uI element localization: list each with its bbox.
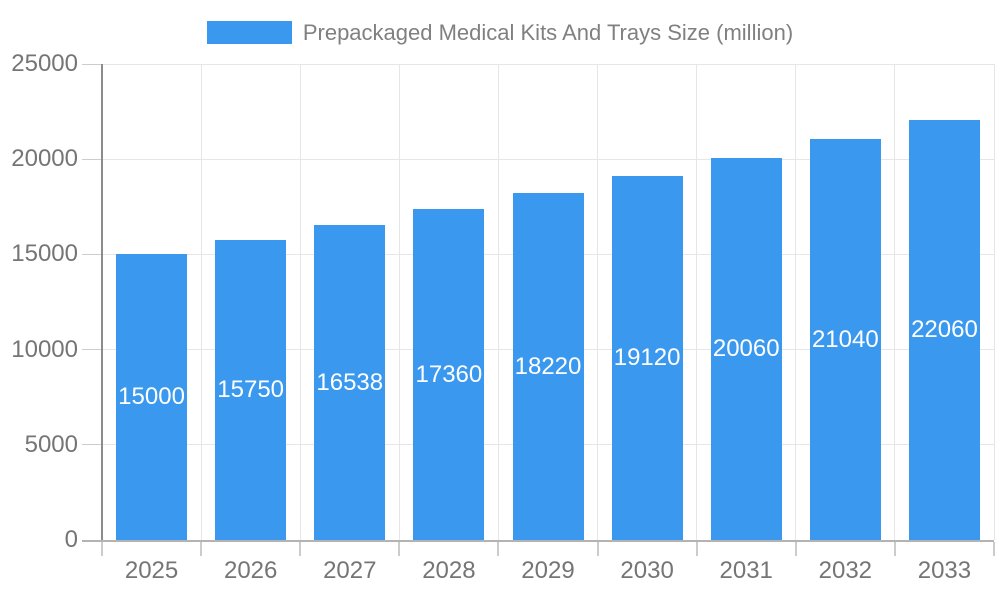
x-axis-category-label: 2029 [521, 557, 575, 584]
horizontal-gridline [102, 63, 994, 65]
vertical-gridline [696, 64, 698, 540]
horizontal-gridline [102, 158, 994, 160]
y-axis-tick-label: 20000 [11, 145, 78, 173]
y-axis-tick [82, 63, 102, 65]
vertical-gridline [795, 64, 797, 540]
bar[interactable] [512, 193, 584, 540]
y-axis-tick [82, 253, 102, 255]
vertical-gridline [894, 64, 896, 540]
x-axis-line [82, 540, 994, 542]
bar-value-label: 20060 [712, 335, 780, 363]
x-axis-category-label: 2030 [620, 557, 674, 584]
y-axis-tick-label: 10000 [11, 335, 78, 363]
vertical-gridline [597, 64, 599, 540]
x-axis-tick [993, 542, 995, 556]
bar-value-label: 15000 [118, 383, 185, 411]
y-axis-tick [82, 349, 102, 351]
vertical-gridline [993, 64, 995, 540]
bar-value-label: 22060 [911, 315, 978, 343]
vertical-gridline [398, 64, 400, 540]
bar-value-label: 16538 [316, 368, 384, 396]
legend-swatch-icon[interactable] [206, 21, 292, 44]
bar[interactable] [809, 139, 881, 540]
x-axis-tick [200, 542, 203, 556]
x-axis-tick [101, 542, 103, 556]
y-axis-tick [82, 444, 102, 446]
bar-value-label: 17360 [415, 360, 483, 388]
x-axis-tick [398, 542, 401, 556]
x-axis-tick [695, 542, 698, 556]
bar-value-label: 15750 [217, 376, 285, 404]
bar[interactable] [314, 225, 386, 540]
x-axis-category-label: 2031 [719, 557, 773, 584]
bar[interactable] [710, 158, 782, 540]
y-axis-line [101, 64, 103, 542]
x-axis-tick [596, 542, 599, 556]
x-axis-category-label: 2025 [124, 557, 179, 584]
legend-series-label[interactable]: Prepackaged Medical Kits And Trays Size … [302, 20, 794, 45]
vertical-gridline [200, 64, 202, 540]
x-axis-tick [893, 542, 896, 556]
bar[interactable] [413, 209, 485, 540]
bar[interactable] [116, 254, 188, 540]
bar[interactable] [215, 240, 287, 540]
x-axis-tick [299, 542, 302, 556]
x-axis-tick [497, 542, 500, 556]
y-axis-tick-label: 25000 [11, 50, 78, 77]
x-axis-category-label: 2033 [917, 557, 972, 584]
bar-value-label: 18220 [514, 352, 582, 380]
x-axis-category-label: 2026 [223, 557, 278, 584]
bar[interactable] [611, 175, 683, 540]
x-axis-category-label: 2028 [422, 557, 476, 584]
y-axis-tick-label: 5000 [24, 430, 78, 458]
chart-legend[interactable]: Prepackaged Medical Kits And Trays Size … [0, 21, 1000, 44]
x-axis-tick [794, 542, 797, 556]
y-axis-tick-label: 15000 [11, 240, 78, 268]
vertical-gridline [299, 64, 301, 540]
x-axis-category-label: 2027 [323, 557, 377, 584]
bar-value-label: 21040 [811, 325, 879, 353]
y-axis-tick [82, 158, 102, 160]
vertical-gridline [497, 64, 499, 540]
bar[interactable] [908, 119, 980, 540]
x-axis-category-label: 2032 [818, 557, 873, 584]
bar-value-label: 19120 [613, 343, 681, 371]
y-axis-tick-label: 0 [64, 526, 78, 553]
